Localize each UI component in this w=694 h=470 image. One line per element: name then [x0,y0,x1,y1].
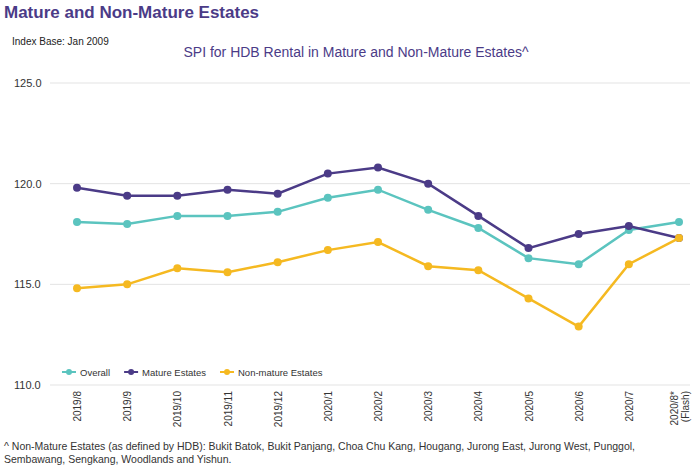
title: Mature and Non-Mature Estates [4,3,259,22]
x-tick-label: 2019/9 [122,391,133,422]
y-tick-label: 120.0 [14,178,42,190]
series-point [173,264,181,272]
x-tick-label: 2019/11 [223,391,234,427]
series-point [173,212,181,220]
series-line [77,238,679,327]
series-point [324,246,332,254]
series-point [575,323,583,331]
x-tick-label: 2019/10 [172,391,183,428]
series-point [625,260,633,268]
legend-marker [66,369,72,375]
series-point [474,224,482,232]
series-point [274,190,282,198]
index-base-note: Index Base: Jan 2009 [12,36,109,47]
legend-marker [128,369,134,375]
series-line [77,168,679,249]
series-point [625,222,633,230]
series-point [224,186,232,194]
footnote: ^ Non-Mature Estates (as defined by HDB)… [4,440,684,466]
series-line [77,190,679,264]
series-point [424,180,432,188]
grid-line [50,183,690,184]
series-point [324,194,332,202]
series-point [224,268,232,276]
legend-marker [224,369,230,375]
series-point [675,234,683,242]
series-point [424,206,432,214]
series-point [424,262,432,270]
grid-line [50,385,690,386]
series-point [474,266,482,274]
series-point [73,284,81,292]
legend-label: Non-mature Estates [238,367,323,378]
y-tick-label: 115.0 [14,278,41,290]
series-point [525,244,533,252]
series-point [173,192,181,200]
series-point [374,238,382,246]
series-point [123,220,131,228]
x-tick-label: 2020/5 [524,391,535,422]
series-point [274,208,282,216]
x-tick-label: 2020/7 [624,391,635,422]
grid-line [50,83,690,84]
legend-label: Overall [80,367,110,378]
series-point [525,254,533,262]
series-point [274,258,282,266]
series-point [675,218,683,226]
series-point [324,170,332,178]
series-point [675,234,683,242]
x-tick-label: 2020/2 [373,391,384,422]
series-point [474,212,482,220]
x-tick-label: 2020/6 [574,391,585,422]
y-tick-label: 125.0 [14,77,42,89]
series-point [224,212,232,220]
x-tick-label: 2019/8 [72,391,83,422]
x-tick-label: 2020/8*(Flash) [669,391,691,426]
grid-line [50,284,690,285]
series-point [374,186,382,194]
series-point [73,218,81,226]
y-tick-label: 110.0 [14,379,41,391]
chart: Mature and Non-Mature Estates Index Base:… [0,0,694,470]
series-point [525,294,533,302]
series-point [123,192,131,200]
series-point [123,280,131,288]
x-tick-label: 2019/12 [273,391,284,428]
series-point [374,164,382,172]
subtitle: SPI for HDB Rental in Mature and Non-Mat… [183,44,528,60]
x-tick-label: 2020/3 [423,391,434,422]
legend-label: Mature Estates [142,367,206,378]
x-tick-label: 2020/1 [323,391,334,422]
series-point [575,230,583,238]
series-point [73,184,81,192]
series-point [575,260,583,268]
x-tick-label: 2020/4 [473,391,484,422]
